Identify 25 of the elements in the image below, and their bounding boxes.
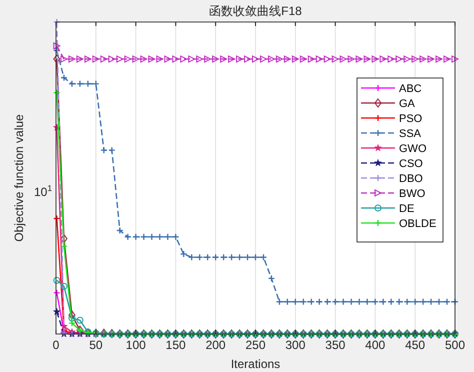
y-axis-title: Objective function value	[12, 114, 26, 242]
legend-label: PSO	[399, 113, 423, 125]
legend-label: SSA	[399, 128, 422, 140]
legend-label: BWO	[399, 188, 426, 200]
x-tick-label: 450	[405, 338, 426, 352]
x-tick-label: 300	[285, 338, 306, 352]
legend-label: ABC	[399, 83, 422, 95]
legend-label: DBO	[399, 173, 424, 185]
x-tick-label: 0	[52, 338, 60, 352]
x-axis-title: Iterations	[230, 357, 280, 371]
legend-label: CSO	[399, 158, 424, 170]
x-tick-label: 350	[325, 338, 346, 352]
legend-label: GA	[399, 98, 416, 110]
x-tick-label: 50	[89, 338, 103, 352]
legend-label: OBLDE	[399, 218, 436, 230]
legend-label: DE	[399, 203, 414, 215]
x-tick-label: 100	[126, 338, 146, 352]
x-tick-label: 500	[444, 338, 466, 352]
legend-label: GWO	[399, 143, 427, 155]
x-tick-label: 400	[365, 338, 386, 352]
text: 10$^{1}$	[34, 183, 52, 199]
x-tick-label: 250	[245, 338, 266, 352]
chart-title: 函数收敛曲线F18	[209, 4, 302, 18]
x-tick-label: 150	[166, 338, 186, 352]
x-tick-label: 200	[206, 338, 226, 352]
